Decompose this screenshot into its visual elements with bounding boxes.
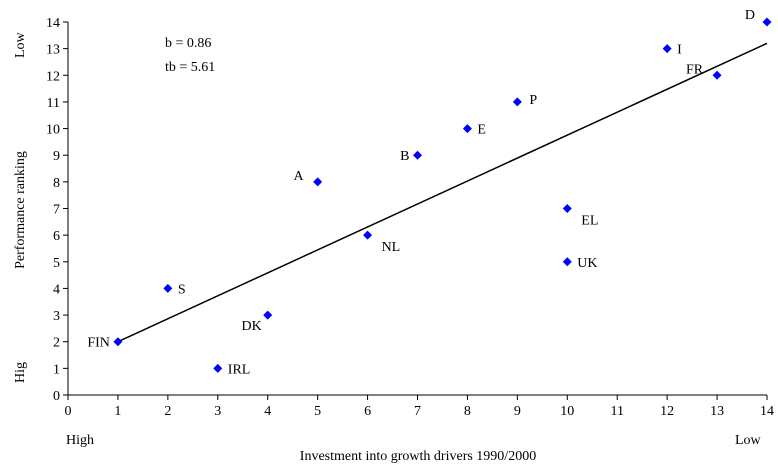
data-point-label: S xyxy=(178,282,186,297)
data-point-label: UK xyxy=(577,256,597,271)
y-tick-label: 9 xyxy=(53,149,60,164)
data-point-label: DK xyxy=(241,319,261,334)
x-axis-low-label: Low xyxy=(735,433,762,448)
data-point-marker xyxy=(562,257,572,267)
x-tick-label: 0 xyxy=(65,404,72,419)
y-tick-label: 2 xyxy=(53,336,60,351)
x-tick-label: 14 xyxy=(760,404,774,419)
stat-b: b = 0.86 xyxy=(165,36,211,51)
x-tick-label: 2 xyxy=(164,404,171,419)
data-point-label: P xyxy=(529,93,537,108)
data-point-label: IRL xyxy=(228,362,251,377)
data-point-label: B xyxy=(400,149,409,164)
y-tick-label: 10 xyxy=(46,123,60,138)
x-tick-label: 12 xyxy=(660,404,674,419)
x-tick-label: 6 xyxy=(364,404,371,419)
data-point-label: A xyxy=(294,169,305,184)
data-point-marker xyxy=(462,124,472,134)
x-tick-label: 13 xyxy=(710,404,724,419)
x-tick-label: 5 xyxy=(314,404,321,419)
data-point-label: FIN xyxy=(87,336,110,351)
data-point-marker xyxy=(662,44,672,54)
data-point-marker xyxy=(762,17,772,27)
data-point-marker xyxy=(363,230,373,240)
data-point-marker xyxy=(163,283,173,293)
stat-tb: tb = 5.61 xyxy=(165,60,215,75)
x-axis-high-label: High xyxy=(66,433,94,448)
data-point-label: EL xyxy=(581,214,598,229)
data-point-label: E xyxy=(477,123,486,138)
x-tick-label: 10 xyxy=(560,404,574,419)
x-tick-label: 3 xyxy=(214,404,221,419)
data-point-marker xyxy=(263,310,273,320)
x-tick-label: 8 xyxy=(464,404,471,419)
trendline xyxy=(117,42,768,343)
data-points xyxy=(113,17,772,373)
y-tick-label: 8 xyxy=(53,176,60,191)
y-tick-label: 7 xyxy=(53,203,60,218)
data-point-label: NL xyxy=(382,240,401,255)
y-tick-label: 14 xyxy=(46,16,60,31)
y-tick-label: 6 xyxy=(53,229,60,244)
y-axis-low-label: Low xyxy=(13,31,28,58)
data-point-marker xyxy=(512,97,522,107)
x-tick-label: 4 xyxy=(264,404,271,419)
y-tick-label: 3 xyxy=(53,309,60,324)
x-tick-label: 11 xyxy=(610,404,623,419)
point-labels: FIN S IRL DK A NL B E P EL UK I FR D xyxy=(87,8,755,377)
x-axis-title: Investment into growth drivers 1990/2000 xyxy=(300,449,536,464)
data-point-marker xyxy=(313,177,323,187)
data-point-marker xyxy=(113,337,123,347)
data-point-marker xyxy=(413,150,422,160)
y-tick-label: 12 xyxy=(46,69,60,84)
y-tick-label: 13 xyxy=(46,43,60,58)
y-tick-label: 0 xyxy=(53,389,60,404)
y-axis-high-label: Hig xyxy=(13,362,28,383)
y-tick-label: 5 xyxy=(53,256,60,271)
data-point-marker xyxy=(562,204,572,213)
x-tick-label: 1 xyxy=(114,404,121,419)
data-point-label: D xyxy=(745,8,755,23)
trendline-group xyxy=(117,42,768,343)
data-point-marker xyxy=(712,70,722,80)
y-axis-title: Performance ranking xyxy=(13,151,28,269)
y-tick-label: 1 xyxy=(53,362,60,377)
data-point-marker xyxy=(213,363,223,373)
data-point-label: FR xyxy=(686,62,704,77)
y-tick-label: 4 xyxy=(53,282,60,297)
data-point-label: I xyxy=(677,43,682,58)
x-tick-label: 9 xyxy=(514,404,521,419)
x-tick-label: 7 xyxy=(414,404,421,419)
y-tick-label: 11 xyxy=(47,96,60,111)
